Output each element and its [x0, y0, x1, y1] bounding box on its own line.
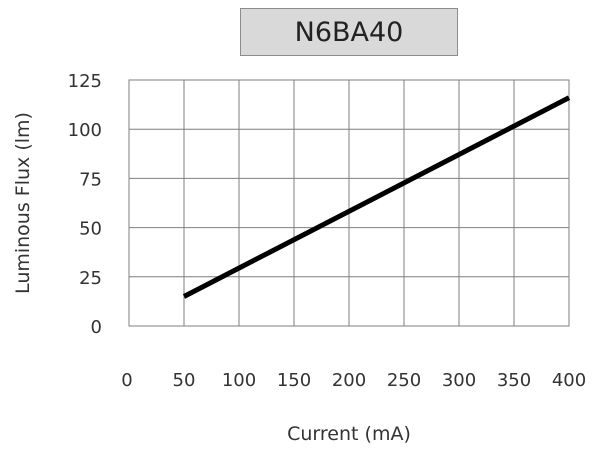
- y-axis-title: Luminous Flux (lm): [12, 112, 34, 294]
- x-tick-label: 200: [332, 370, 366, 391]
- series-line: [182, 95, 571, 299]
- y-tick-label: 50: [79, 219, 102, 240]
- plot-frame: [128, 79, 570, 327]
- chart-title: N6BA40: [294, 16, 404, 48]
- x-tick-label: 350: [497, 370, 531, 391]
- y-tick-label: 25: [79, 268, 102, 289]
- chart-title-box: N6BA40: [240, 8, 458, 56]
- x-tick-label: 300: [442, 370, 476, 391]
- x-tick-labels: 0 50 100 150 200 250 300 350 400: [121, 370, 586, 391]
- x-tick-label: 400: [552, 370, 586, 391]
- x-tick-label: 150: [277, 370, 311, 391]
- y-tick-label: 100: [68, 120, 102, 141]
- y-tick-labels: 0 25 50 75 100 125: [68, 71, 102, 338]
- y-tick-label: 75: [79, 169, 102, 190]
- x-tick-label: 50: [173, 370, 196, 391]
- x-tick-label: 100: [222, 370, 256, 391]
- x-tick-label: 250: [387, 370, 421, 391]
- x-tick-label: 0: [121, 370, 132, 391]
- y-tick-label: 0: [91, 317, 102, 338]
- series-group: [182, 95, 571, 299]
- y-tick-label: 125: [68, 71, 102, 92]
- x-axis-title: Current (mA): [287, 423, 411, 445]
